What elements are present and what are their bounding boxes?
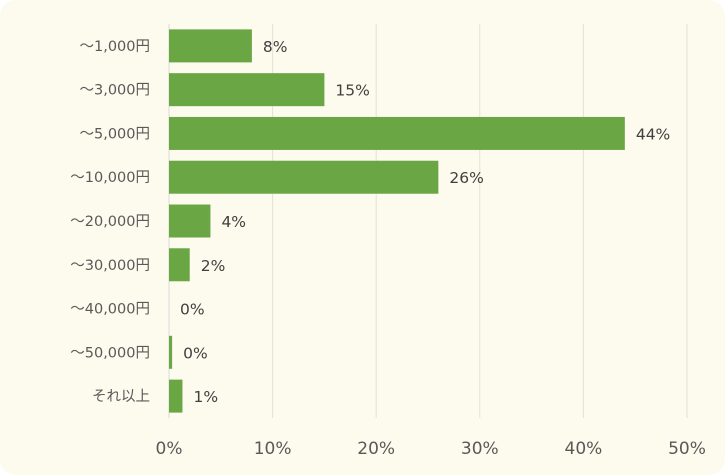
x-tick-label-0: 0% [156,439,183,459]
category-label-1: ～1,000円 [79,39,150,55]
x-tick-label-10: 10% [254,439,292,459]
bar-8 [169,335,173,369]
data-label-1: 8% [263,38,288,56]
data-label-6: 2% [201,257,226,275]
x-axis-tick-labels: 0% 10% 20% 30% 40% 50% [156,439,706,459]
x-tick-label-20: 20% [357,439,395,459]
bar-2 [169,73,325,107]
category-label-6: ～30,000円 [70,258,150,274]
bar-6 [169,248,190,282]
bar-3 [169,116,625,150]
bar-9 [169,379,183,413]
data-label-5: 4% [221,213,246,231]
bar-1 [169,29,252,63]
category-label-8: ～50,000円 [70,345,150,361]
data-label-7: 0% [180,301,205,319]
category-labels: ～1,000円 ～3,000円 ～5,000円 ～10,000円 ～20,000円 ～30… [70,39,150,405]
bar-4 [169,160,439,194]
data-label-8: 0% [183,344,208,362]
data-label-2: 15% [335,82,369,100]
data-label-3: 44% [636,125,670,143]
category-label-5: ～20,000円 [70,214,150,230]
bar-5 [169,204,211,238]
x-tick-label-40: 40% [565,439,603,459]
data-labels: 8% 15% 44% 26% 4% 2% 0% 0% 1% [180,38,670,406]
category-label-9: それ以上 [92,388,150,405]
data-label-4: 26% [449,169,483,187]
bars [169,29,625,413]
category-label-2: ～3,000円 [79,83,150,99]
x-tick-label-50: 50% [668,439,706,459]
data-label-9: 1% [193,388,218,406]
category-label-3: ～5,000円 [79,126,150,142]
category-label-7: ～40,000円 [70,302,150,318]
x-tick-label-30: 30% [461,439,499,459]
category-label-4: ～10,000円 [70,170,150,186]
